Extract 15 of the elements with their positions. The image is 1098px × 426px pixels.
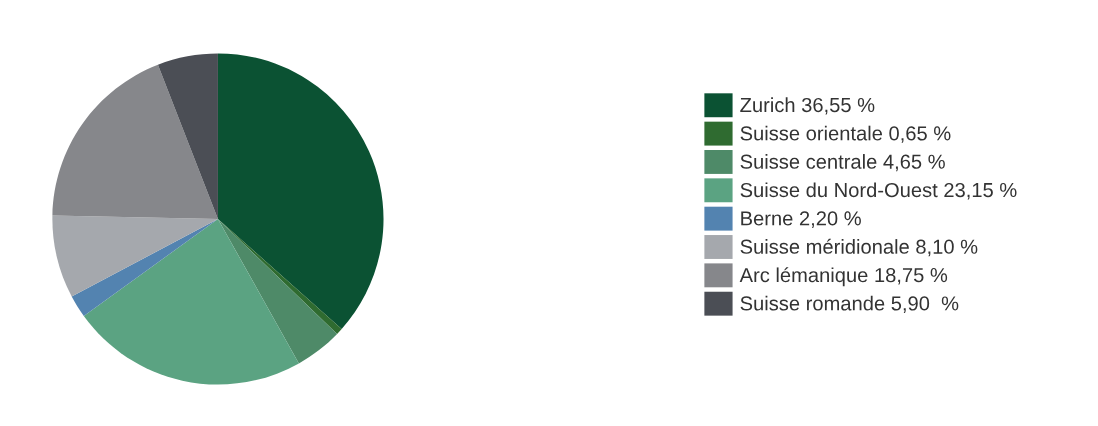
pie-slice [217, 53, 384, 329]
legend-label: Zurich 36,55 % [740, 97, 875, 115]
legend-label: Arc lémanique 18,75 % [739, 267, 948, 287]
pie-slice [157, 53, 218, 219]
legend-label: Suisse méridionale 8,10 % [740, 238, 978, 257]
legend-label: Berne 2,20 % [741, 211, 861, 228]
pie-slice [52, 64, 218, 219]
pie-slice [83, 218, 299, 385]
pie-slice [217, 218, 338, 364]
legend-label: Suisse romande 5,90 % [740, 295, 959, 313]
pie-slice [71, 218, 218, 317]
legend-label: Suisse du Nord-Ouest 23,15 % [740, 182, 1017, 200]
legend-label: Suisse centrale 4,65 % [740, 154, 945, 172]
pie-slice [52, 215, 218, 297]
legend-label: Suisse orientale 0,65 % [740, 125, 951, 143]
